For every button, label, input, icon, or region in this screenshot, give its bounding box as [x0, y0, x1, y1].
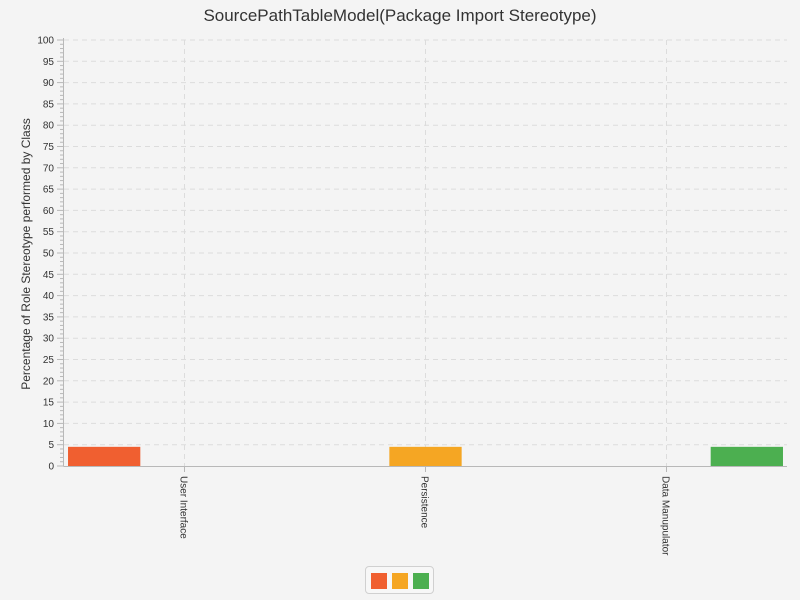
- y-tick-label: 80: [43, 121, 55, 132]
- y-tick-label: 25: [43, 355, 55, 366]
- y-tick-label: 70: [43, 163, 55, 174]
- y-tick-label: 90: [43, 78, 55, 89]
- legend-swatch: [371, 573, 387, 589]
- y-tick-label: 85: [43, 99, 55, 110]
- x-tick-label: User Interface: [178, 476, 189, 539]
- legend-swatch: [392, 573, 408, 589]
- bar: [68, 446, 141, 466]
- x-tick-label: Persistence: [419, 476, 430, 529]
- y-tick-label: 0: [48, 462, 54, 473]
- y-tick-label: 40: [43, 291, 55, 302]
- y-tick-label: 50: [43, 249, 55, 260]
- y-tick-label: 55: [43, 227, 55, 238]
- y-tick-label: 35: [43, 312, 55, 323]
- y-tick-label: 45: [43, 270, 55, 281]
- y-tick-label: 10: [43, 419, 55, 430]
- y-tick-label: 75: [43, 142, 55, 153]
- y-tick-label: 100: [37, 36, 54, 47]
- y-tick-label: 15: [43, 398, 55, 409]
- legend-swatch: [413, 573, 429, 589]
- bar: [389, 446, 462, 466]
- y-tick-label: 5: [48, 440, 54, 451]
- y-tick-label: 20: [43, 376, 55, 387]
- chart-title: SourcePathTableModel(Package Import Ster…: [203, 6, 597, 25]
- bar: [710, 446, 783, 466]
- y-tick-label: 65: [43, 185, 55, 196]
- y-tick-label: 60: [43, 206, 55, 217]
- y-tick-label: 95: [43, 57, 55, 68]
- legend: [365, 566, 434, 594]
- y-tick-label: 30: [43, 334, 55, 345]
- x-tick-label: Data Manupulator: [660, 476, 671, 556]
